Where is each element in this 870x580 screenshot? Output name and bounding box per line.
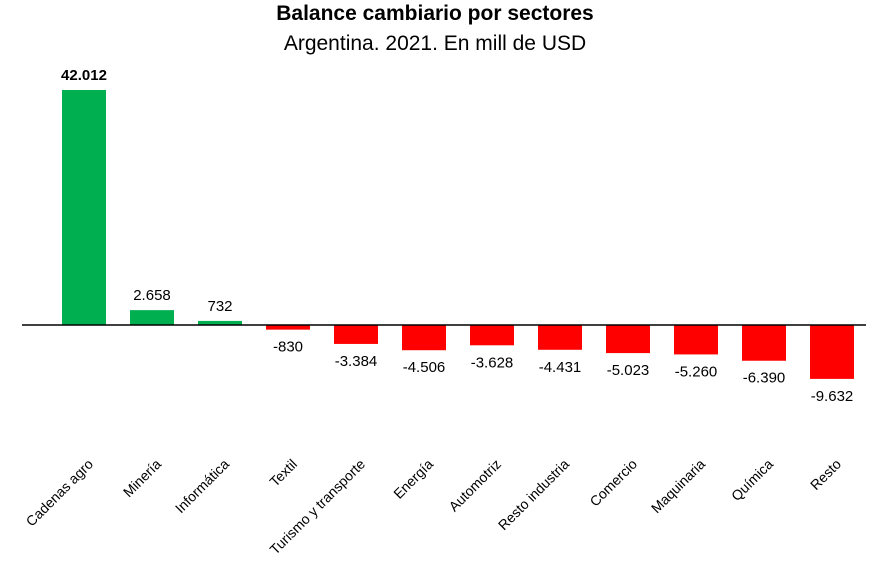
category-tick-label: Cadenas agro xyxy=(23,456,97,530)
chart-subtitle: Argentina. 2021. En mill de USD xyxy=(283,32,587,55)
bar-value-label: -830 xyxy=(273,339,303,356)
bar xyxy=(742,325,786,361)
category-tick-label: Maquinaria xyxy=(648,456,708,516)
bar xyxy=(62,90,106,325)
bar xyxy=(334,325,378,344)
category-tick-label: Resto xyxy=(807,456,844,493)
bar xyxy=(810,325,854,379)
bar-value-label: -5.260 xyxy=(675,363,718,380)
category-tick-label: Resto industria xyxy=(495,456,572,533)
bar-value-label: -6.390 xyxy=(743,370,786,387)
bar xyxy=(674,325,718,355)
bar-value-label: -3.628 xyxy=(471,354,514,371)
bar-value-label: 2.658 xyxy=(133,287,171,304)
category-tick-label: Comercio xyxy=(586,456,640,510)
chart-title: Balance cambiario por sectores xyxy=(276,2,594,25)
category-tick-label: Minería xyxy=(120,456,164,500)
bar-value-label: -5.023 xyxy=(607,362,650,379)
bar xyxy=(606,325,650,354)
bar-value-label: -3.384 xyxy=(335,353,378,370)
bar-value-label: 732 xyxy=(207,298,232,315)
category-tick-label: Automotriz xyxy=(445,456,504,515)
bar xyxy=(470,325,514,346)
bar xyxy=(538,325,582,350)
bar-value-label: -9.632 xyxy=(811,388,854,405)
category-tick-label: Energía xyxy=(390,456,436,502)
bar xyxy=(198,320,242,325)
bar xyxy=(402,325,446,351)
category-tick-label: Informática xyxy=(172,456,232,516)
category-tick-label: Química xyxy=(728,456,776,504)
bar-value-label: -4.506 xyxy=(403,359,446,376)
bar-value-label: 42.012 xyxy=(61,67,107,84)
bar xyxy=(130,310,174,325)
category-tick-label: Textil xyxy=(266,456,300,490)
bar-value-label: -4.431 xyxy=(539,359,582,376)
bar xyxy=(266,325,310,330)
